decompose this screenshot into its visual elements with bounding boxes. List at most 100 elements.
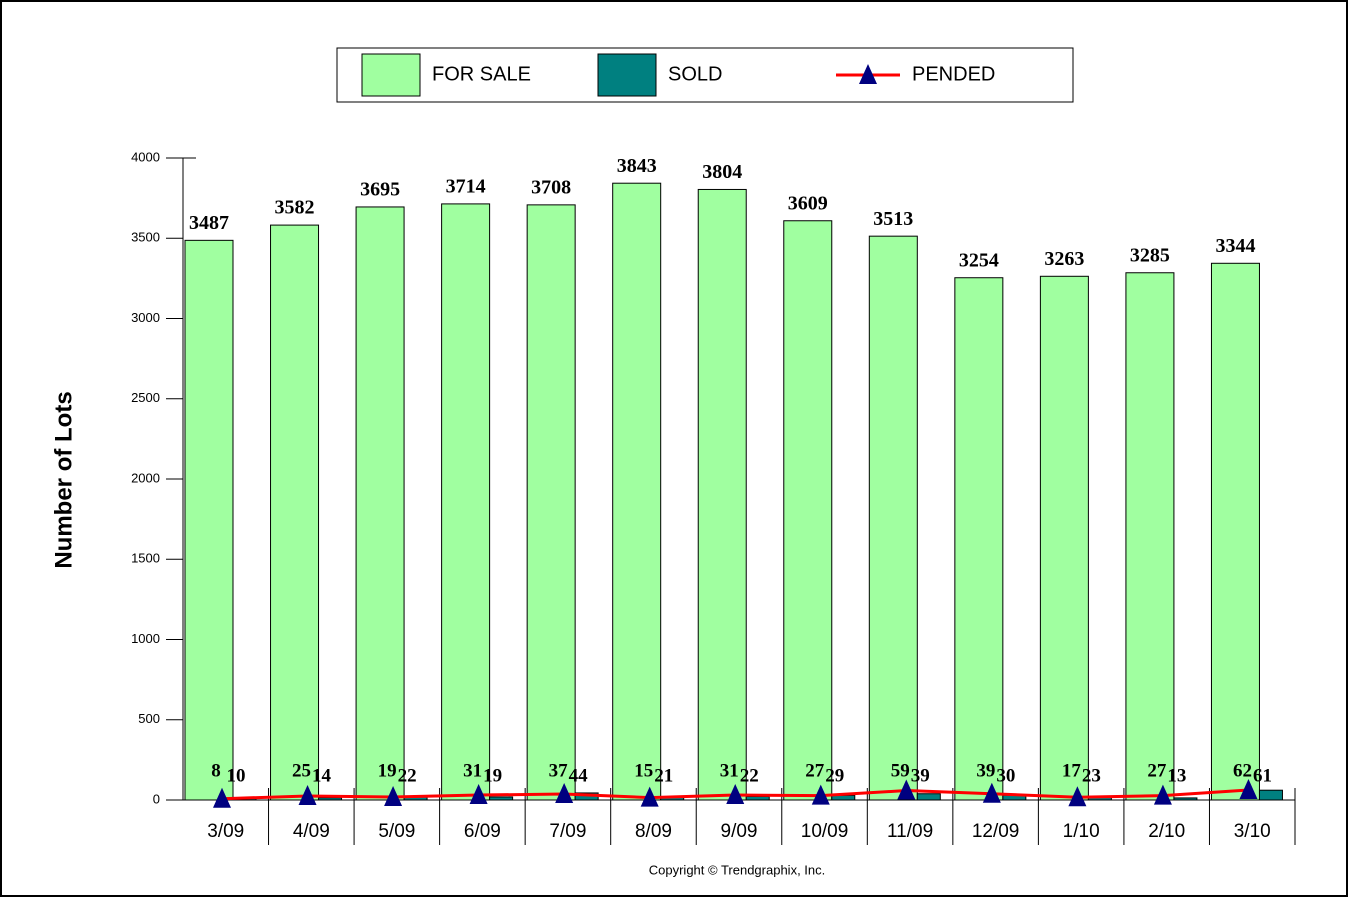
bar xyxy=(270,224,320,801)
y-tick-label: 500 xyxy=(138,711,160,726)
x-tick-label: 7/09 xyxy=(549,821,586,842)
x-tick-label: 8/09 xyxy=(635,821,672,842)
value-label: 3254 xyxy=(959,249,999,271)
y-tick-label: 2000 xyxy=(131,470,160,485)
marker xyxy=(555,783,574,804)
value-label: 19 xyxy=(378,760,397,781)
value-label: 8 xyxy=(211,760,221,781)
x-tick-label: 4/09 xyxy=(293,821,330,842)
x-tick-label: 3/10 xyxy=(1234,821,1271,842)
bar xyxy=(1210,262,1260,801)
value-label: 22 xyxy=(398,765,417,786)
value-label: 10 xyxy=(227,765,246,786)
marker xyxy=(1153,784,1172,805)
value-label: 27 xyxy=(805,760,825,781)
bar xyxy=(355,206,405,801)
y-tick-label: 4000 xyxy=(131,149,160,164)
value-label: 21 xyxy=(654,765,673,786)
value-label: 3804 xyxy=(702,161,742,183)
bar xyxy=(697,188,747,801)
value-label: 23 xyxy=(1082,765,1101,786)
value-label: 13 xyxy=(1167,765,1186,786)
legend xyxy=(336,47,1074,103)
marker xyxy=(213,787,231,808)
value-label: 22 xyxy=(740,765,759,786)
value-label: 37 xyxy=(549,760,569,781)
marker xyxy=(469,784,488,805)
bar xyxy=(916,793,941,801)
x-tick-label: 10/09 xyxy=(801,821,849,842)
value-label: 3708 xyxy=(531,176,571,198)
value-label: 3285 xyxy=(1130,244,1170,266)
marker xyxy=(640,786,659,807)
marker xyxy=(811,784,830,805)
legend-marker xyxy=(859,64,877,84)
y-tick-label: 3500 xyxy=(131,230,160,245)
value-label: 15 xyxy=(634,760,653,781)
value-label: 31 xyxy=(720,760,739,781)
value-label: 59 xyxy=(891,760,910,781)
legend-swatch xyxy=(361,53,421,97)
value-label: 31 xyxy=(463,760,482,781)
legend-label: PENDED xyxy=(912,63,995,85)
bar xyxy=(441,203,491,801)
bar xyxy=(783,220,833,801)
bar xyxy=(184,239,234,801)
value-label: 61 xyxy=(1253,765,1272,786)
value-label: 39 xyxy=(911,765,930,786)
x-tick-label: 12/09 xyxy=(972,821,1020,842)
x-tick-label: 11/09 xyxy=(887,821,933,842)
y-tick-label: 1000 xyxy=(131,631,160,646)
x-tick-label: 3/09 xyxy=(207,821,244,842)
bar xyxy=(318,797,343,801)
value-label: 14 xyxy=(312,765,332,786)
marker xyxy=(897,779,916,800)
x-tick-label: 1/10 xyxy=(1063,821,1100,842)
value-label: 17 xyxy=(1062,760,1082,781)
value-label: 30 xyxy=(996,765,1015,786)
value-label: 39 xyxy=(976,760,995,781)
value-label: 3843 xyxy=(617,155,657,177)
footnote: Copyright © Trendgraphix, Inc. xyxy=(649,862,826,877)
value-label: 19 xyxy=(483,765,502,786)
legend-label: FOR SALE xyxy=(432,63,531,85)
bar xyxy=(1173,797,1198,801)
bar xyxy=(1039,275,1089,801)
value-label: 3714 xyxy=(446,175,486,197)
x-tick-label: 6/09 xyxy=(464,821,501,842)
value-label: 3695 xyxy=(360,179,400,201)
marker xyxy=(726,784,745,805)
x-tick-label: 9/09 xyxy=(721,821,758,842)
y-tick-label: 1500 xyxy=(131,551,160,566)
marker xyxy=(298,784,317,805)
marker xyxy=(384,785,403,806)
value-label: 25 xyxy=(292,760,311,781)
value-label: 3513 xyxy=(873,208,913,230)
bar xyxy=(1125,272,1175,801)
value-label: 62 xyxy=(1233,760,1252,781)
legend-swatch xyxy=(597,53,657,97)
legend-label: SOLD xyxy=(668,63,722,85)
bar xyxy=(612,182,662,801)
y-tick-label: 0 xyxy=(153,791,160,806)
value-label: 29 xyxy=(825,765,844,786)
value-label: 44 xyxy=(569,765,589,786)
y-axis-label: Number of Lots xyxy=(50,391,77,568)
value-label: 3609 xyxy=(788,192,828,214)
bar xyxy=(954,277,1004,801)
value-label: 3487 xyxy=(189,212,229,234)
marker xyxy=(1239,779,1258,800)
marker xyxy=(982,782,1001,803)
y-tick-label: 3000 xyxy=(131,310,160,325)
bar xyxy=(868,235,918,801)
bar xyxy=(526,204,576,801)
bar xyxy=(745,795,770,801)
value-label: 3582 xyxy=(275,197,315,219)
bar xyxy=(489,796,514,801)
value-label: 3263 xyxy=(1044,248,1084,270)
value-label: 3344 xyxy=(1215,235,1255,257)
value-label: 27 xyxy=(1147,760,1167,781)
marker xyxy=(1068,786,1087,807)
bar xyxy=(1258,789,1283,801)
